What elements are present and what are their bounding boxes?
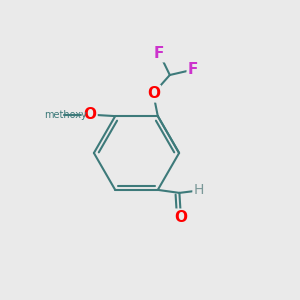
Text: F: F — [154, 46, 164, 61]
Text: O: O — [174, 210, 188, 225]
Text: F: F — [188, 62, 198, 77]
Text: methoxy: methoxy — [44, 110, 87, 120]
Text: O: O — [147, 86, 160, 101]
Text: H: H — [194, 184, 204, 197]
Text: O: O — [83, 107, 96, 122]
